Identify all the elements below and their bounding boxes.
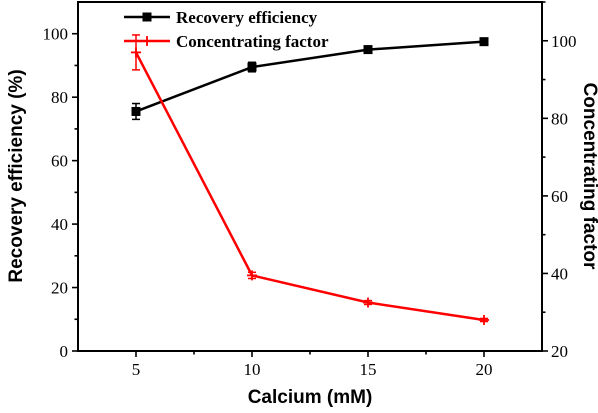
series-layer [131,34,489,325]
right-tick-label-100: 100 [551,32,577,51]
recovery-point [131,106,141,116]
left-tick-label-20: 20 [51,279,68,298]
legend-symbol-recovery [124,12,170,22]
recovery-point [247,62,257,72]
left-tick-label-60: 60 [51,152,68,171]
legend-label-recovery: Recovery efficiency [176,8,318,27]
plot-frame [77,1,543,352]
x-tick-label-20: 20 [476,360,493,379]
x-axis-ticks: 5 10 15 20 [132,351,493,379]
left-tick-label-0: 0 [60,342,69,361]
left-tick-label-80: 80 [51,88,68,107]
right-tick-label-20: 20 [551,342,568,361]
right-axis-title: Concentrating factor [579,83,598,270]
x-tick-label-5: 5 [132,360,141,379]
right-tick-label-80: 80 [551,109,568,128]
left-tick-label-100: 100 [43,25,69,44]
legend-symbol-concentrating [124,36,170,46]
x-tick-label-15: 15 [360,360,377,379]
legend-marker-recovery [142,12,152,22]
right-tick-label-40: 40 [551,264,568,283]
recovery-point [479,37,489,47]
right-tick-label-60: 60 [551,187,568,206]
recovery-point [363,45,373,55]
recovery-line [135,40,485,113]
legend-label-concentrating: Concentrating factor [176,32,329,51]
concentrating-line [134,51,485,322]
legend: Recovery efficiency Concentrating factor [124,8,329,51]
x-axis-title: Calcium (mM) [248,387,373,408]
right-axis-ticks: 20 40 60 80 100 [542,1,577,361]
x-tick-label-10: 10 [244,360,261,379]
left-tick-label-40: 40 [51,215,68,234]
left-axis-title: Recovery efficiency (%) [6,69,27,282]
left-axis-ticks: 0 20 40 60 80 100 [43,25,78,361]
